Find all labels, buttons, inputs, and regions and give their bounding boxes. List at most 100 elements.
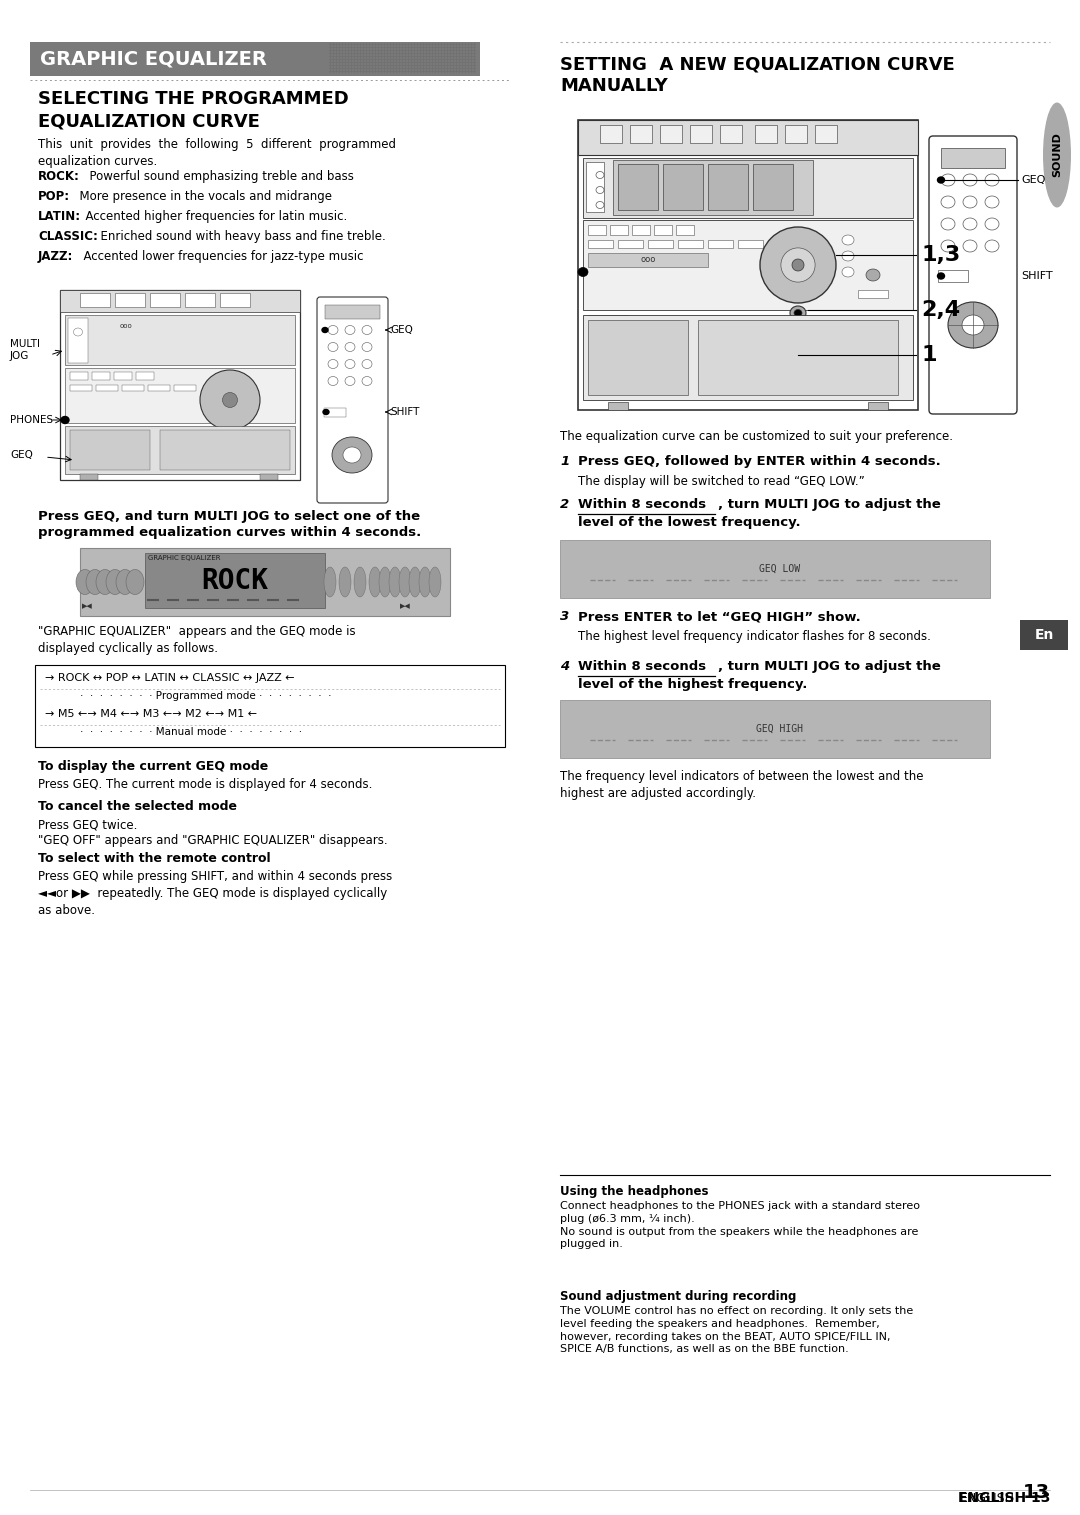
Ellipse shape [345, 326, 355, 335]
Bar [868, 401, 888, 411]
Ellipse shape [328, 326, 338, 335]
Bar [96, 385, 118, 391]
Bar [698, 320, 897, 395]
Bar [578, 120, 918, 155]
Ellipse shape [781, 248, 815, 282]
Bar [150, 292, 180, 308]
Ellipse shape [328, 377, 338, 385]
Text: To display the current GEQ mode: To display the current GEQ mode [38, 761, 268, 773]
Ellipse shape [345, 342, 355, 351]
Bar [588, 253, 708, 267]
Text: 2,4: 2,4 [921, 300, 960, 320]
Text: This  unit  provides  the  following  5  different  programmed
equalization curv: This unit provides the following 5 diffe… [38, 138, 396, 168]
Ellipse shape [789, 306, 806, 320]
Bar [80, 548, 450, 617]
Text: 1,3: 1,3 [921, 245, 960, 265]
Bar [941, 148, 1005, 168]
Text: ROCK: ROCK [202, 567, 269, 595]
Text: GEQ LOW: GEQ LOW [759, 564, 800, 574]
Text: CLASSIC:: CLASSIC: [38, 230, 98, 242]
Bar [185, 292, 215, 308]
Text: GEQ: GEQ [1021, 176, 1045, 185]
Ellipse shape [596, 186, 604, 194]
Text: 2: 2 [561, 498, 569, 511]
FancyBboxPatch shape [318, 297, 388, 503]
Bar [676, 226, 694, 235]
Text: MULTI
JOG: MULTI JOG [10, 339, 40, 361]
Text: To cancel the selected mode: To cancel the selected mode [38, 800, 237, 814]
Ellipse shape [345, 359, 355, 368]
Ellipse shape [324, 567, 336, 597]
Ellipse shape [345, 377, 355, 385]
Bar [92, 373, 110, 380]
Ellipse shape [328, 342, 338, 351]
Bar [586, 162, 604, 212]
Ellipse shape [941, 218, 955, 230]
Bar [148, 385, 170, 391]
Ellipse shape [200, 370, 260, 430]
Text: Using the headphones: Using the headphones [561, 1185, 708, 1198]
Text: Within 8 seconds: Within 8 seconds [578, 498, 706, 511]
Text: GEQ: GEQ [390, 326, 413, 335]
Ellipse shape [962, 315, 984, 335]
Text: POP:: POP: [38, 189, 70, 203]
Bar [60, 289, 300, 480]
Ellipse shape [362, 377, 372, 385]
Text: GRAPHIC EQUALIZER: GRAPHIC EQUALIZER [148, 554, 220, 561]
Text: Powerful sound emphasizing treble and bass: Powerful sound emphasizing treble and ba… [82, 170, 354, 183]
Bar [30, 42, 480, 76]
Ellipse shape [963, 239, 977, 251]
Text: En: En [1035, 629, 1054, 642]
Text: Press GEQ. The current mode is displayed for 4 seconds.: Press GEQ. The current mode is displayed… [38, 779, 373, 791]
Text: Enriched sound with heavy bass and fine treble.: Enriched sound with heavy bass and fine … [93, 230, 386, 242]
Text: Press GEQ twice.: Press GEQ twice. [38, 818, 137, 832]
Bar [858, 289, 888, 298]
Ellipse shape [760, 227, 836, 303]
Bar [324, 408, 346, 417]
Text: Connect headphones to the PHONES jack with a standard stereo
plug (ø6.3 mm, ¹⁄₄ : Connect headphones to the PHONES jack wi… [561, 1201, 920, 1250]
Ellipse shape [419, 567, 431, 597]
Ellipse shape [362, 342, 372, 351]
Bar [755, 126, 777, 142]
Text: SELECTING THE PROGRAMMED
EQUALIZATION CURVE: SELECTING THE PROGRAMMED EQUALIZATION CU… [38, 89, 349, 130]
Ellipse shape [866, 270, 880, 280]
Ellipse shape [362, 326, 372, 335]
Bar [648, 239, 673, 248]
Text: 4: 4 [561, 661, 569, 673]
Text: SHIFT: SHIFT [390, 408, 419, 417]
Ellipse shape [948, 301, 998, 348]
Bar [136, 373, 154, 380]
Ellipse shape [985, 218, 999, 230]
Bar [630, 126, 652, 142]
Text: , turn MULTI JOG to adjust the: , turn MULTI JOG to adjust the [718, 661, 941, 673]
Text: GEQ: GEQ [10, 450, 32, 461]
Text: ·  ·  ·  ·  ·  ·  ·  · Programmed mode ·  ·  ·  ·  ·  ·  ·  ·: · · · · · · · · Programmed mode · · · · … [80, 691, 332, 701]
Ellipse shape [937, 273, 945, 279]
Ellipse shape [937, 177, 945, 183]
Ellipse shape [596, 201, 604, 209]
Text: "GEQ OFF" appears and "GRAPHIC EQUALIZER" disappears.: "GEQ OFF" appears and "GRAPHIC EQUALIZER… [38, 833, 388, 847]
Ellipse shape [362, 359, 372, 368]
Ellipse shape [106, 570, 124, 594]
Ellipse shape [941, 195, 955, 208]
Text: The highest level frequency indicator flashes for 8 seconds.: The highest level frequency indicator fl… [578, 630, 931, 642]
Ellipse shape [963, 195, 977, 208]
Bar [68, 318, 87, 364]
Ellipse shape [941, 239, 955, 251]
Bar [35, 665, 505, 747]
Text: Accented higher frequencies for latin music.: Accented higher frequencies for latin mu… [78, 211, 348, 223]
Bar [260, 474, 278, 480]
Bar [708, 164, 748, 211]
Text: ooo: ooo [120, 323, 133, 329]
Text: Within 8 seconds: Within 8 seconds [578, 661, 706, 673]
Text: ·  ·  ·  ·  ·  ·  ·  · Manual mode ·  ·  ·  ·  ·  ·  ·  ·: · · · · · · · · Manual mode · · · · · · … [80, 727, 302, 736]
Text: LATIN:: LATIN: [38, 211, 81, 223]
Bar [70, 373, 87, 380]
Bar [632, 226, 650, 235]
Ellipse shape [369, 567, 381, 597]
Ellipse shape [76, 570, 94, 594]
Bar [145, 553, 325, 608]
Bar [114, 373, 132, 380]
Ellipse shape [794, 309, 802, 317]
Text: 3: 3 [561, 611, 569, 623]
